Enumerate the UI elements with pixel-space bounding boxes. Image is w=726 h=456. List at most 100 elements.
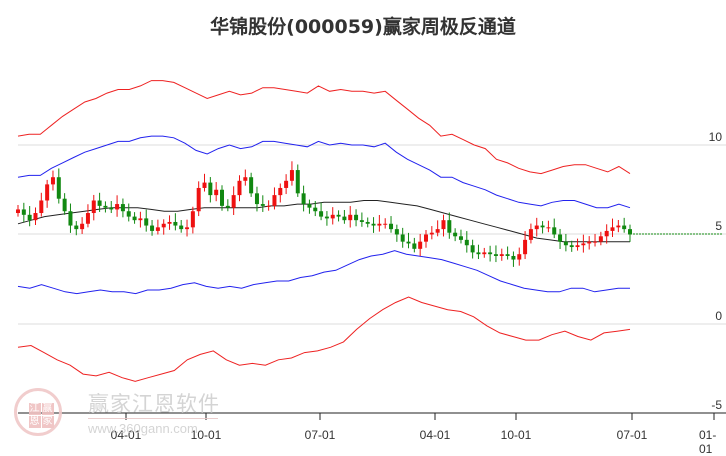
candle (511, 255, 516, 260)
y-tick-5: 5 (715, 219, 722, 233)
candle (458, 236, 463, 240)
candle (528, 229, 533, 240)
gridlines (18, 144, 726, 325)
logo-char: 家 (41, 415, 54, 428)
watermark: 江 赢 恩 家 赢家江恩软件 www.360gann.com (14, 388, 234, 442)
candle (80, 223, 85, 230)
candle (16, 209, 20, 214)
candle (144, 218, 149, 226)
x-tick-label: 04-01 (419, 428, 451, 442)
lower-outer-band (17, 296, 631, 382)
chart-title: 华锦股份(000059)赢家周极反通道 (210, 16, 516, 38)
candle (359, 220, 364, 222)
candle (220, 189, 224, 206)
logo-char: 恩 (28, 415, 41, 428)
candle (389, 223, 394, 230)
candle (33, 213, 38, 221)
candle (85, 213, 90, 224)
candle (563, 241, 568, 246)
candle (488, 252, 493, 255)
candle (383, 223, 388, 225)
candle (237, 180, 242, 196)
watermark-divider (88, 418, 218, 419)
candle (418, 241, 423, 249)
candle (598, 236, 603, 242)
x-tick-label: 04-01 (110, 428, 142, 442)
candle (377, 223, 382, 226)
candle (441, 220, 446, 230)
candle (616, 225, 621, 228)
candle (534, 225, 539, 230)
candle (569, 245, 574, 248)
candle (196, 187, 201, 212)
candle (505, 254, 510, 256)
candle (103, 205, 108, 208)
candle (482, 252, 487, 255)
candle (56, 177, 61, 199)
candle (74, 225, 79, 230)
x-tick-label: 10-01 (190, 428, 222, 442)
candle (27, 214, 32, 221)
candle (68, 211, 73, 226)
candle (214, 189, 219, 196)
watermark-brand: 赢家江恩软件 (88, 392, 220, 416)
candle (307, 204, 312, 208)
y-tick-neg5: -5 (711, 398, 722, 412)
candle (412, 243, 417, 249)
candle (21, 209, 26, 215)
middle-line (17, 200, 630, 243)
x-tick-label: 10-01 (500, 428, 532, 442)
lower-inner-band (17, 250, 630, 295)
candle (301, 193, 306, 205)
candle (243, 177, 248, 181)
channel-bands (17, 80, 631, 382)
candle (225, 205, 230, 208)
candle (295, 170, 300, 194)
candle (365, 221, 370, 224)
candle (319, 211, 324, 217)
x-axis (18, 412, 726, 420)
candle (260, 204, 265, 206)
candle (354, 214, 359, 221)
candle (185, 227, 190, 230)
candle (138, 218, 143, 221)
candle (266, 205, 271, 207)
x-tick-label: 07-01 (616, 428, 648, 442)
candle (91, 200, 96, 214)
y-tick-0: 0 (715, 309, 722, 323)
candle (97, 200, 102, 206)
candle (109, 207, 114, 210)
candle (324, 216, 329, 219)
candle (167, 221, 172, 224)
candle (371, 223, 376, 226)
candle (558, 234, 563, 242)
candle (540, 225, 545, 228)
candle (39, 200, 44, 214)
candle (604, 230, 609, 237)
upper-inner-band (17, 135, 631, 209)
candle (546, 227, 551, 229)
candle (628, 229, 632, 235)
candle (284, 180, 289, 188)
candle (254, 193, 259, 205)
candle (523, 239, 528, 255)
candle (517, 254, 522, 260)
candle (278, 187, 283, 196)
candle (470, 245, 475, 253)
candle (208, 182, 213, 196)
candle (190, 211, 195, 228)
candle (150, 225, 155, 231)
candle (50, 177, 55, 185)
candle (342, 216, 347, 221)
candle (120, 204, 125, 212)
candle (155, 227, 160, 231)
candle (132, 216, 137, 221)
candle (435, 229, 440, 233)
candle (464, 239, 469, 246)
y-tick-10: 10 (708, 130, 722, 144)
candle (126, 211, 131, 217)
watermark-url: www.360gann.com (88, 421, 198, 436)
candle (581, 243, 586, 246)
candle (493, 254, 498, 256)
